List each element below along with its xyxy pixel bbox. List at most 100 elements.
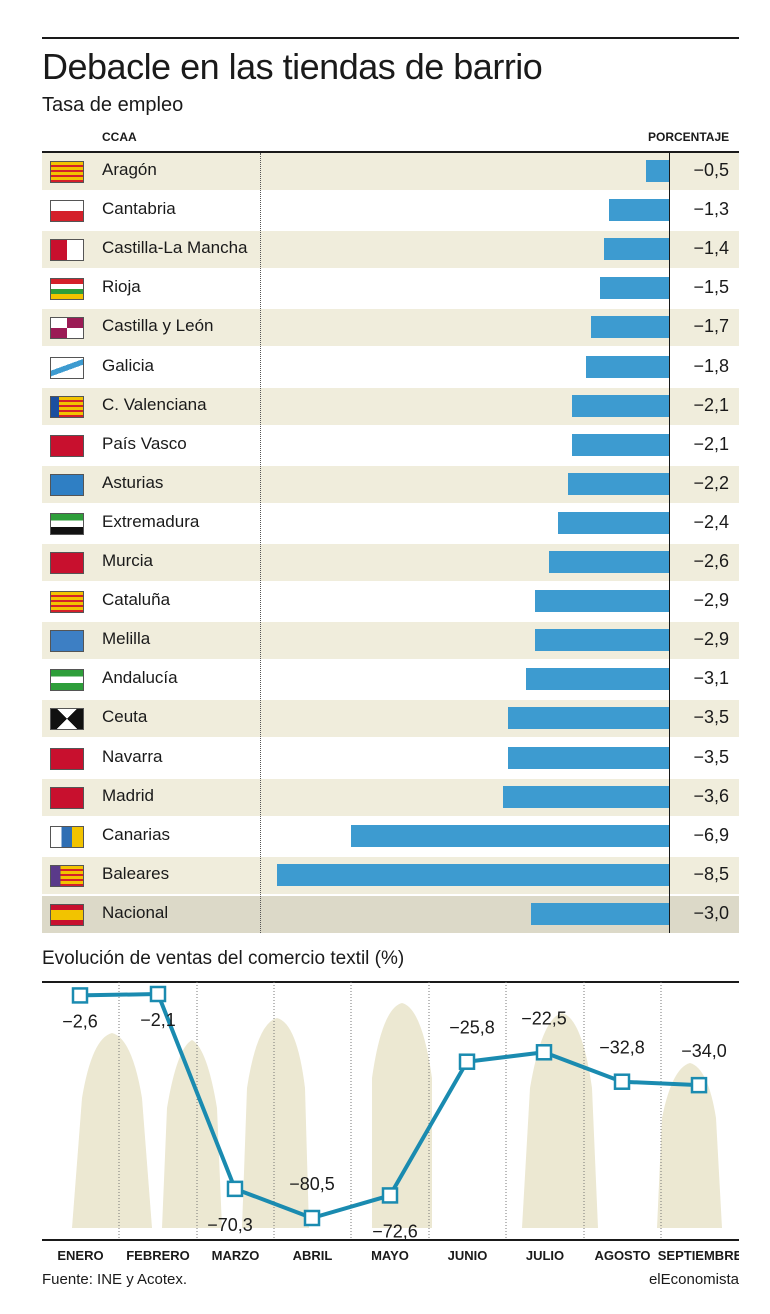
value-label: −2,9 (693, 590, 729, 611)
value-label: −2,1 (693, 433, 729, 454)
region-name: Andalucía (102, 668, 178, 688)
month-label: SEPTIEMBRE (658, 1248, 739, 1263)
data-label: −2,1 (140, 1010, 176, 1030)
bar (604, 238, 669, 261)
table-row: Castilla-La Mancha −1,4 (42, 231, 739, 269)
sales-line-chart: −2,6 −2,1 −70,3 −80,5 −72,6 −25,8 −22,5 −32,8 −3… (42, 981, 739, 1263)
flag-icon (50, 591, 84, 614)
month-label: AGOSTO (594, 1248, 650, 1263)
flag-icon (50, 200, 84, 223)
bar (558, 511, 669, 534)
table-row: Navarra −3,5 (42, 740, 739, 777)
month-label: ENERO (57, 1248, 103, 1263)
region-name: Murcia (102, 551, 154, 570)
brand-logo: elEconomista (648, 1271, 739, 1288)
value-label: −2,6 (693, 551, 729, 571)
value-label: −1,4 (693, 238, 729, 259)
flag-icon (50, 864, 84, 887)
bar (535, 629, 669, 652)
region-name: Cataluña (102, 590, 171, 610)
flag-icon (50, 630, 84, 653)
region-name: Madrid (102, 785, 154, 805)
value-label: −3,0 (693, 902, 729, 923)
table-row: Cataluña −2,9 (42, 583, 739, 620)
flag-icon (50, 278, 84, 301)
bar (572, 394, 669, 417)
header-ccaa: CCAA (102, 130, 137, 144)
region-name: Ceuta (102, 707, 148, 727)
value-label: −2,1 (693, 394, 729, 415)
data-label: −72,6 (372, 1221, 418, 1241)
bar (567, 472, 669, 495)
bar (526, 668, 669, 691)
table-row: Melilla −2,9 (42, 622, 739, 660)
bar (507, 746, 669, 769)
value-label: −8,5 (693, 863, 729, 884)
region-name: Nacional (102, 902, 169, 922)
region-name: Navarra (102, 746, 163, 766)
bar (530, 902, 669, 925)
value-label: −1,8 (693, 355, 729, 376)
region-name: Cantabria (102, 199, 176, 219)
silhouette-decoration (72, 1033, 152, 1228)
value-label: −2,4 (693, 511, 729, 532)
region-name: Asturias (102, 472, 164, 492)
data-point (535, 1044, 553, 1061)
table-row: Ceuta −3,5 (42, 700, 739, 738)
table-row: Asturias −2,2 (42, 465, 739, 503)
value-label: −3,1 (693, 668, 729, 689)
data-point (71, 987, 89, 1004)
silhouette-decoration (162, 1040, 222, 1228)
data-point (303, 1209, 321, 1227)
region-name: Rioja (102, 277, 141, 297)
data-label: −22,5 (521, 1008, 567, 1028)
zero-axis (669, 153, 670, 933)
bar (507, 707, 669, 730)
data-point (690, 1076, 708, 1094)
table-row: Murcia −2,6 (42, 544, 739, 581)
flag-icon (50, 161, 84, 183)
region-name: Castilla-La Mancha (102, 238, 248, 258)
header-porcentaje: PORCENTAJE (648, 130, 730, 144)
value-label: −0,5 (693, 160, 729, 180)
bar (585, 355, 669, 378)
page-title: Debacle en las tiendas de barrio (42, 46, 543, 87)
region-name: Extremadura (102, 511, 200, 531)
region-name: Castilla y León (102, 316, 214, 336)
region-name: Galicia (102, 355, 154, 375)
month-label: MAYO (371, 1248, 409, 1263)
flag-icon (50, 512, 84, 535)
value-label: −1,7 (693, 316, 729, 337)
flag-icon (50, 708, 84, 731)
top-rule (42, 37, 739, 39)
value-label: −2,9 (693, 629, 729, 650)
table-row: Extremadura −2,4 (42, 505, 739, 542)
header-rule (42, 151, 739, 153)
value-label: −3,5 (693, 707, 729, 728)
month-label: JUNIO (448, 1248, 488, 1263)
region-name: Melilla (102, 629, 151, 649)
flag-icon (50, 356, 84, 379)
name-divider (260, 153, 261, 933)
month-label: ABRIL (293, 1248, 333, 1263)
table-row: Andalucía −3,1 (42, 661, 739, 698)
table-row: C. Valenciana −2,1 (42, 387, 739, 425)
table-row: Aragón −0,5 (42, 153, 739, 190)
flag-icon (50, 903, 84, 926)
silhouette-decoration (372, 1003, 432, 1228)
line-chart-title: Evolución de ventas del comercio textil … (42, 948, 405, 969)
region-name: País Vasco (102, 433, 187, 453)
silhouette-decoration (657, 1063, 722, 1228)
table-row: Cantabria −1,3 (42, 192, 739, 229)
flag-icon (50, 825, 84, 848)
flag-icon (50, 552, 84, 574)
bar (350, 824, 669, 847)
table-row: Baleares −8,5 (42, 856, 739, 894)
source-note: Fuente: INE y Acotex. (42, 1271, 188, 1288)
value-label: −6,9 (693, 824, 729, 845)
flag-icon (50, 395, 84, 418)
bar (535, 590, 669, 613)
table-row: Castilla y León −1,7 (42, 309, 739, 347)
silhouette-decoration (242, 1018, 309, 1228)
bar (572, 433, 669, 456)
